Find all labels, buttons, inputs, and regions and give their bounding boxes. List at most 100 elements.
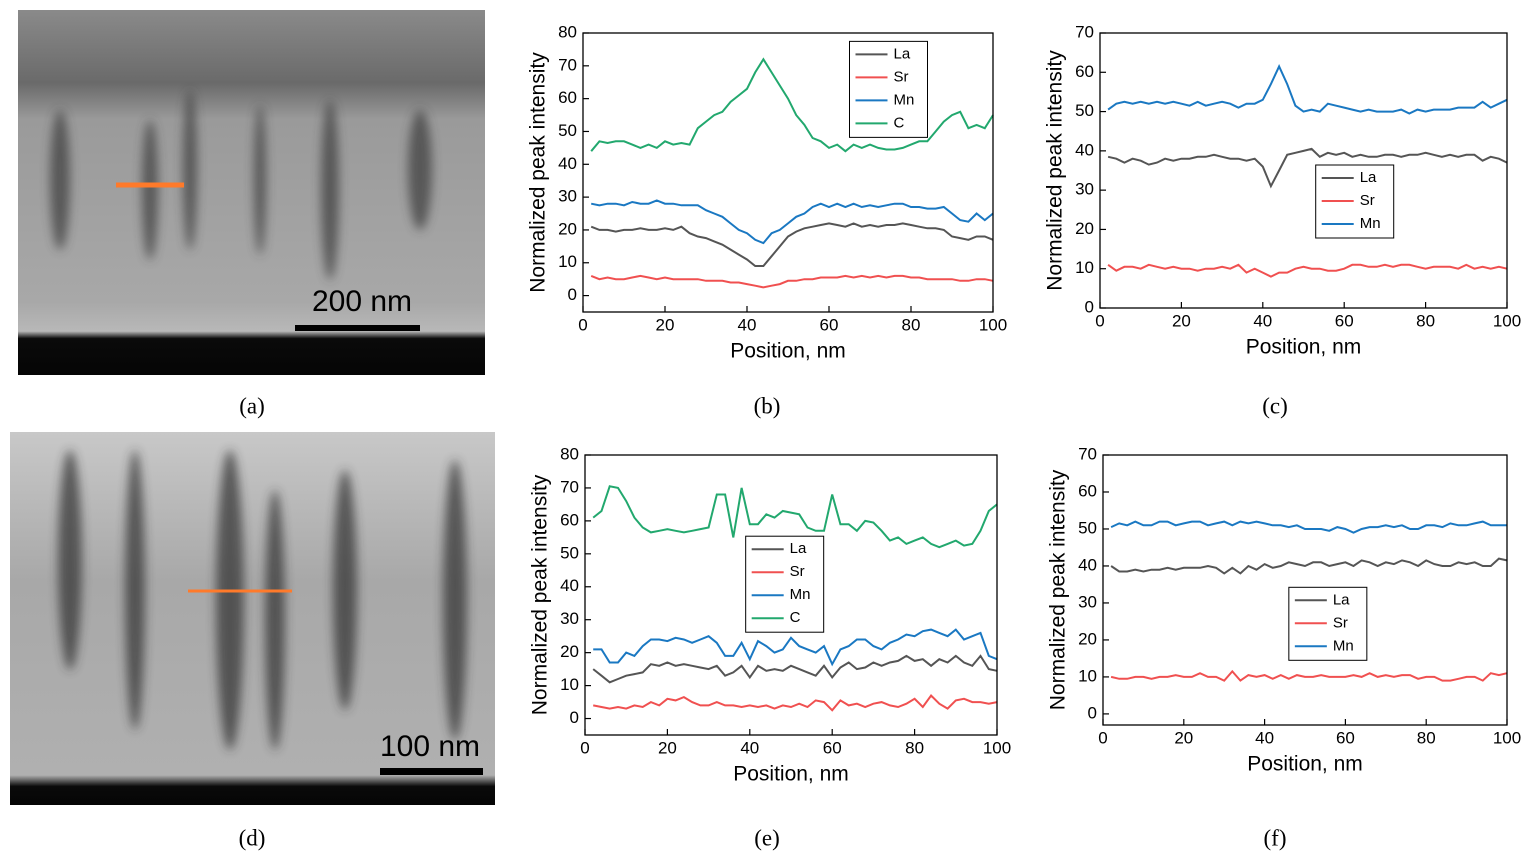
panel-label: (d) bbox=[239, 825, 266, 850]
line-chart: 0 20 40 60 80 100 0 10 20 30 40 50 60 70 Position, nm N… bbox=[1047, 444, 1522, 850]
y-tick-label: 40 bbox=[1078, 555, 1097, 574]
x-tick-label: 60 bbox=[820, 315, 839, 334]
plot-frame bbox=[1099, 32, 1508, 309]
x-tick-label: 80 bbox=[905, 738, 924, 757]
legend-label: C bbox=[894, 114, 905, 131]
x-tick-label: 100 bbox=[1493, 728, 1521, 747]
y-tick-label: 0 bbox=[570, 708, 579, 727]
plot-frame bbox=[584, 454, 998, 736]
series-line bbox=[590, 222, 994, 267]
y-tick-label: 70 bbox=[1078, 444, 1097, 463]
y-tick-label: 50 bbox=[558, 121, 577, 140]
series-line bbox=[1107, 64, 1508, 115]
y-tick-label: 70 bbox=[560, 477, 579, 496]
x-tick-label: 40 bbox=[1253, 311, 1272, 330]
x-tick-label: 0 bbox=[580, 738, 589, 757]
legend-label: La bbox=[1360, 169, 1377, 186]
legend-box bbox=[849, 40, 928, 138]
x-tick-label: 0 bbox=[1098, 728, 1107, 747]
x-axis-label: Position, nm bbox=[733, 763, 849, 786]
y-axis-label: Normalized peak intensity bbox=[527, 52, 550, 293]
series-line bbox=[592, 485, 998, 549]
series-line bbox=[1110, 557, 1508, 575]
y-tick-label: 50 bbox=[1075, 101, 1094, 120]
legend-label: Sr bbox=[1360, 192, 1375, 209]
line-chart: 0 20 40 60 80 100 0 10 20 30 40 50 60 70 80 Position, n… bbox=[527, 22, 1008, 418]
panel-label: (e) bbox=[754, 825, 780, 850]
line-chart: 0 20 40 60 80 100 0 10 20 30 40 50 60 70 Position, nm N… bbox=[1044, 22, 1522, 418]
y-tick-label: 60 bbox=[1075, 62, 1094, 81]
series-line bbox=[592, 654, 998, 684]
y-tick-label: 30 bbox=[1075, 180, 1094, 199]
x-tick-label: 60 bbox=[1336, 728, 1355, 747]
panel-label: (c) bbox=[1262, 393, 1288, 418]
y-tick-label: 50 bbox=[1078, 518, 1097, 537]
series-line bbox=[590, 57, 994, 153]
legend-label: Sr bbox=[790, 563, 805, 580]
y-axis-label: Normalized peak intensity bbox=[529, 474, 552, 715]
tem-image-d: 100 nm (d) bbox=[10, 432, 495, 850]
y-tick-label: 60 bbox=[560, 510, 579, 529]
series-line bbox=[593, 628, 998, 667]
y-tick-label: 20 bbox=[560, 642, 579, 661]
scale-label: 200 nm bbox=[312, 285, 412, 318]
series-line bbox=[590, 274, 994, 289]
x-tick-label: 20 bbox=[658, 738, 677, 757]
x-tick-label: 80 bbox=[902, 315, 921, 334]
y-tick-label: 80 bbox=[560, 444, 579, 463]
y-tick-label: 40 bbox=[560, 576, 579, 595]
legend-label: Sr bbox=[1333, 614, 1348, 631]
x-tick-label: 100 bbox=[983, 738, 1011, 757]
x-axis-label: Position, nm bbox=[1247, 753, 1363, 776]
legend-label: La bbox=[1333, 591, 1350, 608]
series-line bbox=[591, 199, 994, 245]
y-tick-label: 60 bbox=[558, 88, 577, 107]
legend-box bbox=[745, 535, 825, 633]
y-tick-label: 10 bbox=[1075, 258, 1094, 277]
y-tick-label: 10 bbox=[560, 675, 579, 694]
series-line bbox=[593, 693, 998, 712]
y-tick-label: 20 bbox=[1078, 629, 1097, 648]
tem-image-a: 200 nm (a) bbox=[18, 10, 485, 418]
y-tick-label: 0 bbox=[1085, 297, 1094, 316]
line-chart: 0 20 40 60 80 100 0 10 20 30 40 50 60 70 80 Position, n… bbox=[529, 444, 1012, 850]
y-tick-label: 40 bbox=[558, 154, 577, 173]
legend-label: Mn bbox=[790, 586, 811, 603]
panel-label: (b) bbox=[754, 393, 781, 418]
y-tick-label: 30 bbox=[560, 609, 579, 628]
legend-label: Mn bbox=[1360, 215, 1381, 232]
y-tick-label: 20 bbox=[1075, 219, 1094, 238]
x-tick-label: 60 bbox=[1335, 311, 1354, 330]
y-tick-label: 0 bbox=[568, 285, 577, 304]
y-tick-label: 20 bbox=[558, 219, 577, 238]
y-tick-label: 40 bbox=[1075, 140, 1094, 159]
y-tick-label: 70 bbox=[558, 55, 577, 74]
x-axis-label: Position, nm bbox=[1246, 336, 1362, 359]
plot-frame bbox=[582, 32, 994, 313]
x-tick-label: 20 bbox=[1172, 311, 1191, 330]
x-tick-label: 20 bbox=[1174, 728, 1193, 747]
y-tick-label: 70 bbox=[1075, 22, 1094, 41]
scale-label: 100 nm bbox=[380, 730, 480, 763]
y-tick-label: 0 bbox=[1088, 703, 1097, 722]
x-tick-label: 20 bbox=[656, 315, 675, 334]
x-tick-label: 40 bbox=[740, 738, 759, 757]
series-line bbox=[1110, 520, 1507, 534]
legend-label: Mn bbox=[894, 91, 915, 108]
legend-label: Sr bbox=[894, 68, 909, 85]
x-tick-label: 60 bbox=[823, 738, 842, 757]
panel-label: (f) bbox=[1264, 825, 1287, 850]
y-tick-label: 10 bbox=[558, 252, 577, 271]
x-tick-label: 80 bbox=[1416, 311, 1435, 330]
y-tick-label: 60 bbox=[1078, 481, 1097, 500]
x-axis-label: Position, nm bbox=[730, 340, 846, 363]
y-tick-label: 30 bbox=[1078, 592, 1097, 611]
plot-frame bbox=[1102, 454, 1508, 726]
x-tick-label: 40 bbox=[1255, 728, 1274, 747]
x-tick-label: 0 bbox=[1095, 311, 1104, 330]
series-line bbox=[1107, 147, 1508, 189]
panel-label: (a) bbox=[239, 393, 265, 418]
x-tick-label: 40 bbox=[738, 315, 757, 334]
legend-label: C bbox=[790, 609, 801, 626]
